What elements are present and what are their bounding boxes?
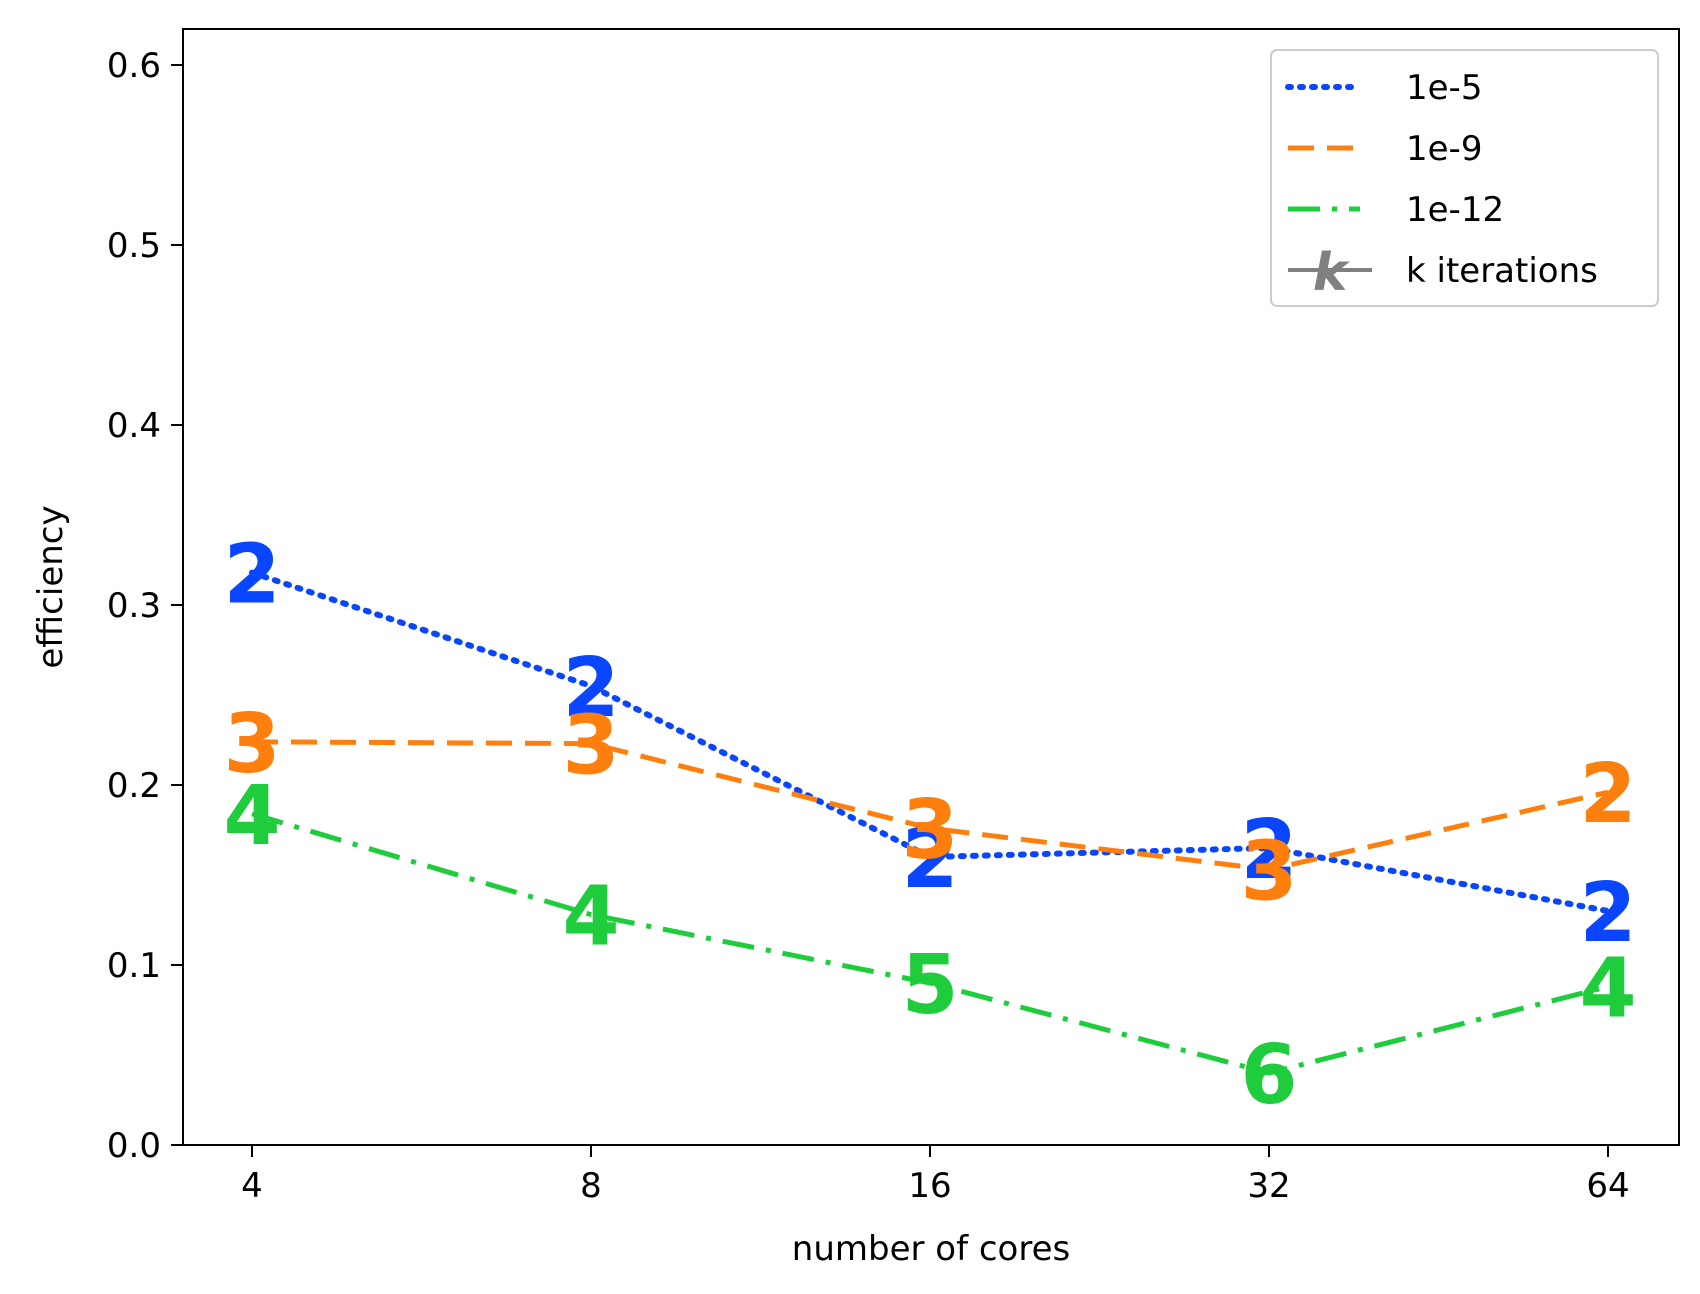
legend-label: 1e-9	[1406, 129, 1482, 169]
iteration-label: 3	[901, 783, 958, 878]
x-axis-label: number of cores	[792, 1229, 1070, 1269]
y-tick-label: 0.4	[107, 406, 161, 446]
x-tick-label: 4	[241, 1166, 263, 1206]
x-tick-label: 16	[908, 1166, 951, 1206]
series-line-1	[249, 569, 1611, 914]
iteration-label: 4	[562, 870, 619, 965]
x-axis: 4 8 16 32 64	[241, 1145, 1630, 1206]
iteration-label: 2	[223, 528, 280, 623]
iteration-label: 2	[1240, 803, 1297, 898]
legend-label: k iterations	[1406, 251, 1598, 291]
legend-box	[1270, 49, 1659, 307]
iteration-label: 2	[1579, 747, 1636, 842]
iteration-label: 3	[562, 699, 619, 794]
y-tick-label: 0.5	[107, 226, 161, 266]
y-axis: 0.0 0.1 0.2 0.3 0.4 0.5 0.6	[107, 46, 183, 1166]
iteration-label: 2	[562, 641, 619, 736]
y-tick-label: 0.0	[107, 1126, 161, 1166]
iteration-label: 4	[223, 769, 280, 864]
y-tick-label: 0.2	[107, 766, 161, 806]
y-tick-label: 0.3	[107, 586, 161, 626]
iteration-label: 5	[901, 938, 958, 1033]
x-tick-label: 8	[580, 1166, 602, 1206]
y-tick-label: 0.1	[107, 946, 161, 986]
iteration-label: 3	[1240, 825, 1297, 920]
y-axis-label: efficiency	[31, 505, 71, 668]
iteration-label: 4	[1579, 942, 1636, 1037]
iteration-label: 2	[1579, 866, 1636, 961]
legend: 1e-5 1e-9 1e-12 k k iterations	[1270, 49, 1659, 307]
iteration-label: 2	[901, 812, 958, 907]
y-tick-label: 0.6	[107, 46, 161, 86]
legend-marker: k	[1313, 243, 1351, 303]
iteration-label: 3	[223, 697, 280, 792]
x-tick-label: 64	[1586, 1166, 1629, 1206]
legend-label: 1e-5	[1406, 68, 1482, 108]
series-line-3	[251, 811, 1609, 1076]
iteration-label: 6	[1240, 1028, 1297, 1123]
legend-label: 1e-12	[1406, 190, 1504, 230]
series-line-2	[251, 739, 1609, 873]
x-tick-label: 32	[1247, 1166, 1290, 1206]
